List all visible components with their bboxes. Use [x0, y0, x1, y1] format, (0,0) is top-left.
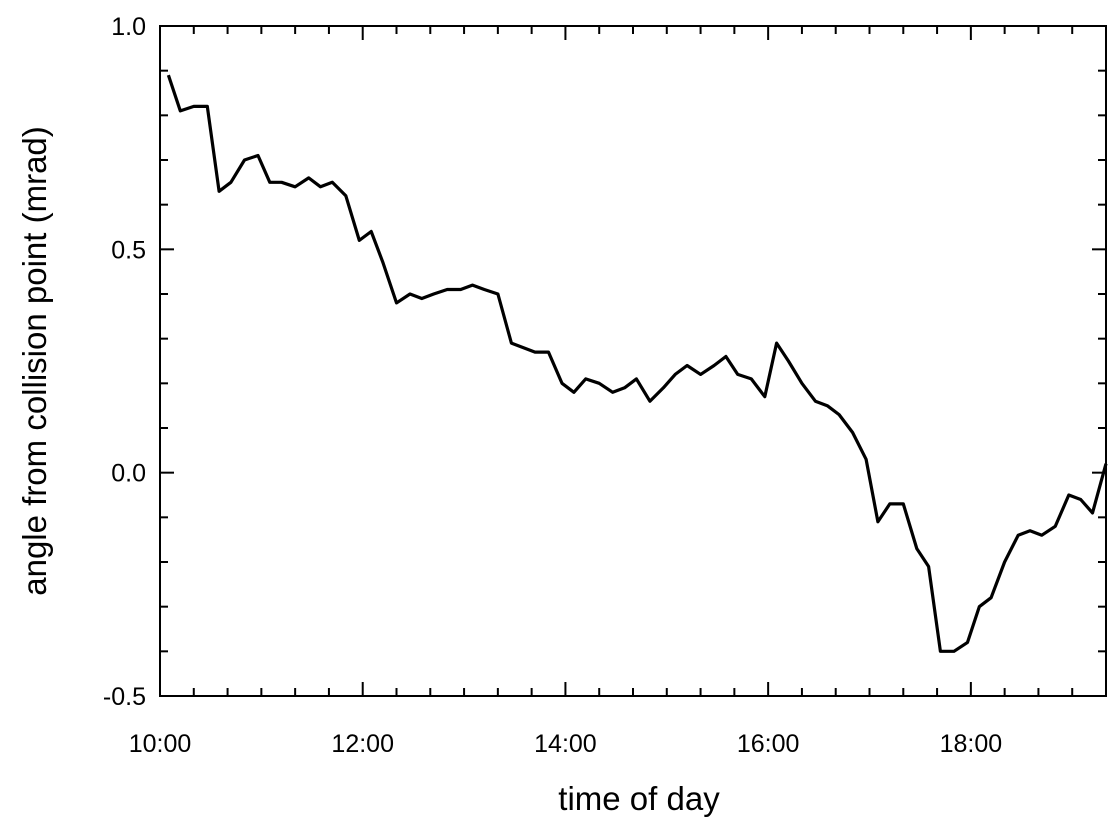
x-axis-title: time of day [558, 780, 720, 817]
y-tick-label: 1.0 [111, 13, 146, 41]
x-tick-label: 16:00 [737, 730, 800, 758]
x-tick-label: 18:00 [940, 730, 1003, 758]
x-axis-ticks: 10:00 12:00 14:00 16:00 18:00 [129, 26, 1107, 758]
y-tick-label: 0.5 [111, 236, 146, 264]
y-axis-title: angle from collision point (mrad) [16, 126, 53, 596]
x-tick-label: 12:00 [331, 730, 394, 758]
x-tick-label: 14:00 [534, 730, 597, 758]
plot-frame [159, 25, 1107, 697]
x-tick-label: 10:00 [129, 730, 192, 758]
y-tick-label: -0.5 [103, 683, 146, 711]
y-axis-ticks: -0.5 0.0 0.5 1.0 [103, 13, 1106, 711]
series-line [166, 74, 1108, 653]
y-tick-label: 0.0 [111, 460, 146, 488]
